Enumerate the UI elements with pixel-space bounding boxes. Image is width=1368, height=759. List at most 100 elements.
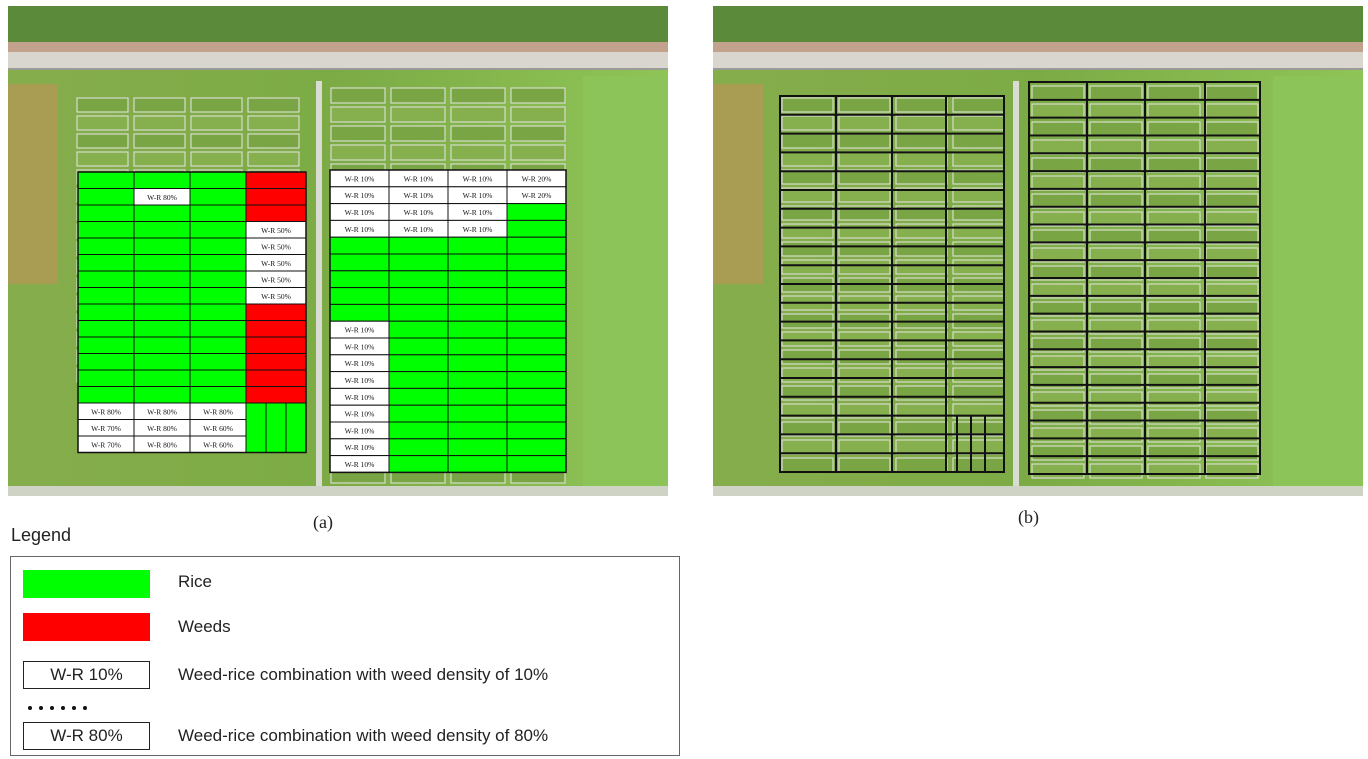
plot-strip <box>895 259 948 275</box>
plot-strip <box>1031 427 1085 443</box>
plot-label: W-R 10% <box>345 225 375 234</box>
rice-swatch <box>23 570 150 598</box>
plot-strip <box>1031 103 1085 119</box>
plot-strip <box>895 115 948 131</box>
tree-line <box>8 6 668 42</box>
plot-strip <box>838 385 891 401</box>
plot-strip <box>1089 193 1143 209</box>
plot-label: W-R 20% <box>522 191 552 200</box>
plot-cell <box>77 204 135 222</box>
plot-cell <box>447 320 508 339</box>
plot-cell <box>77 386 135 404</box>
plot-strip <box>247 133 300 149</box>
tree-line <box>713 6 1363 42</box>
plot-cell <box>506 320 567 339</box>
plot-strip <box>1031 193 1085 209</box>
plot-cell <box>506 371 567 389</box>
right-field-patch <box>1273 76 1363 486</box>
plot-strip <box>133 151 186 167</box>
plot-strip <box>1205 157 1259 173</box>
center-walkway <box>316 81 322 491</box>
plot-cell <box>77 303 135 321</box>
plot-strip <box>781 259 834 275</box>
plot-strip <box>1089 463 1143 479</box>
plot-strip <box>781 367 834 383</box>
plot-cell <box>133 336 191 354</box>
plot-strip <box>190 115 243 131</box>
plot-strip <box>781 331 834 347</box>
plot-strip <box>895 223 948 239</box>
plot-strip <box>1089 391 1143 407</box>
plot-strip <box>781 349 834 365</box>
panel-a-caption: (a) <box>313 512 333 532</box>
plot-strip <box>1147 409 1201 425</box>
plot-strip <box>1147 463 1201 479</box>
plot-cell <box>133 369 191 387</box>
plot-strip <box>330 87 386 104</box>
plot-strip <box>1147 283 1201 299</box>
plot-strip <box>247 151 300 167</box>
plot-label: W-R 20% <box>522 174 552 183</box>
plot-cell <box>245 204 307 222</box>
plot-strip <box>838 331 891 347</box>
plot-strip <box>895 241 948 257</box>
center-walkway <box>1013 81 1019 491</box>
plot-strip <box>838 367 891 383</box>
plot-strip <box>895 331 948 347</box>
plot-cell <box>447 287 508 305</box>
plot-strip <box>1205 139 1259 155</box>
plot-cell <box>245 369 307 387</box>
right-field-patch <box>583 76 668 486</box>
legend-box: Rice Weeds W-R 10% Weed-rice combination… <box>10 556 680 756</box>
plot-label: W-R 10% <box>404 208 434 217</box>
plot-cell <box>133 254 191 272</box>
plot-cell <box>388 438 449 457</box>
plot-strip <box>781 97 834 113</box>
plot-strip <box>895 367 948 383</box>
plot-cell <box>329 253 390 272</box>
plot-strip <box>510 144 566 161</box>
plot-strip <box>1205 463 1259 479</box>
plot-cell <box>245 303 307 321</box>
plot-label: W-R 80% <box>91 407 121 416</box>
gridded-plot-map <box>713 6 1363 496</box>
plot-strip <box>1147 427 1201 443</box>
plot-cell <box>506 337 567 356</box>
plot-strip <box>952 259 1005 275</box>
plot-cell <box>189 204 247 222</box>
plot-strip <box>1205 175 1259 191</box>
plot-cell <box>506 455 567 473</box>
plot-cell <box>133 320 191 338</box>
plot-strip <box>390 87 446 104</box>
plot-cell <box>506 219 567 238</box>
plot-strip <box>895 151 948 167</box>
plot-strip <box>1147 229 1201 245</box>
plot-strip <box>952 133 1005 149</box>
plot-cell <box>388 337 449 356</box>
plot-strip <box>510 106 566 123</box>
plot-strip <box>190 97 243 113</box>
ellipsis-dots <box>28 697 98 710</box>
road <box>713 52 1363 70</box>
plot-cell <box>77 188 135 206</box>
plot-strip <box>330 144 386 161</box>
plot-strip <box>133 133 186 149</box>
legend-title: Legend <box>11 525 72 545</box>
plot-strip <box>330 106 386 123</box>
plot-cell <box>388 287 449 305</box>
plot-cell <box>133 204 191 222</box>
plot-strip <box>190 133 243 149</box>
plot-cell <box>506 287 567 305</box>
plot-strip <box>1089 445 1143 461</box>
plot-label: W-R 60% <box>203 440 233 449</box>
plot-cell <box>133 386 191 404</box>
plot-strip <box>1147 85 1201 101</box>
plot-cell <box>447 354 508 373</box>
plot-strip <box>781 241 834 257</box>
plot-strip <box>838 421 891 437</box>
plot-cell <box>77 237 135 255</box>
plot-strip <box>781 151 834 167</box>
plot-strip <box>1205 103 1259 119</box>
plot-label: W-R 10% <box>345 342 375 351</box>
block-outline <box>329 169 567 474</box>
